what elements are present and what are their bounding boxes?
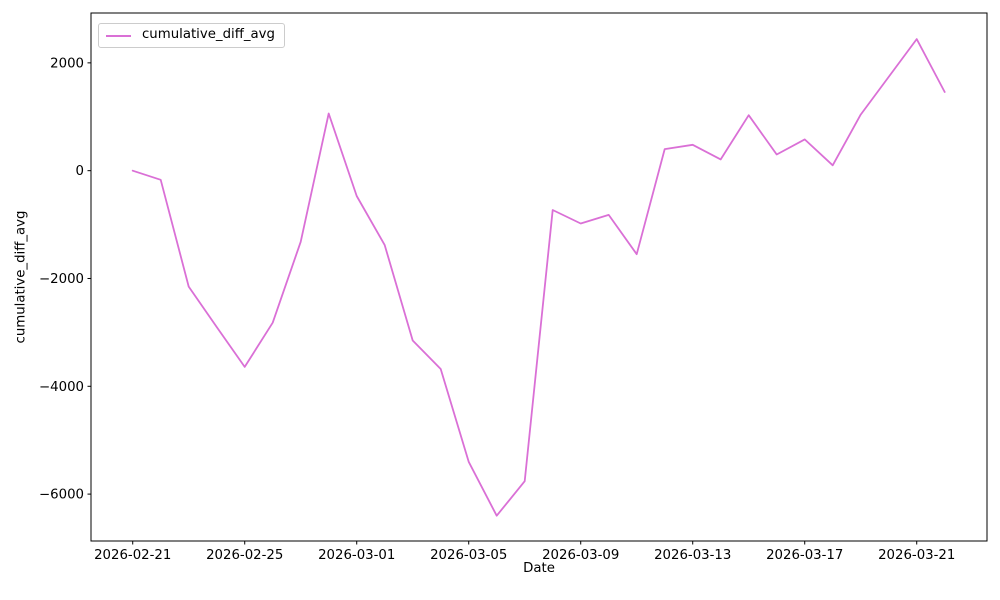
x-tick-label: 2026-03-09 (542, 548, 619, 563)
y-axis-label: cumulative_diff_avg (13, 210, 29, 344)
x-tick-label: 2026-02-21 (94, 548, 171, 563)
series-line (131, 38, 946, 517)
x-tick-label: 2026-02-25 (206, 548, 283, 563)
x-tick-label: 2026-03-17 (766, 548, 843, 563)
legend: cumulative_diff_avg (98, 23, 285, 48)
legend-label: cumulative_diff_avg (142, 26, 275, 42)
x-tick-label: 2026-03-05 (430, 548, 507, 563)
x-axis-label: Date (523, 561, 555, 576)
legend-line-sample (106, 34, 131, 37)
x-tick-label: 2026-03-01 (318, 548, 395, 563)
y-tick-label: 0 (76, 164, 84, 179)
x-tick-label: 2026-03-21 (878, 548, 955, 563)
y-tick-label: −6000 (39, 488, 84, 503)
y-tick-label: 2000 (50, 56, 84, 71)
y-tick-label: −2000 (39, 272, 84, 287)
plot-frame (90, 12, 988, 542)
y-tick-label: −4000 (39, 380, 84, 395)
x-tick-label: 2026-03-13 (654, 548, 731, 563)
